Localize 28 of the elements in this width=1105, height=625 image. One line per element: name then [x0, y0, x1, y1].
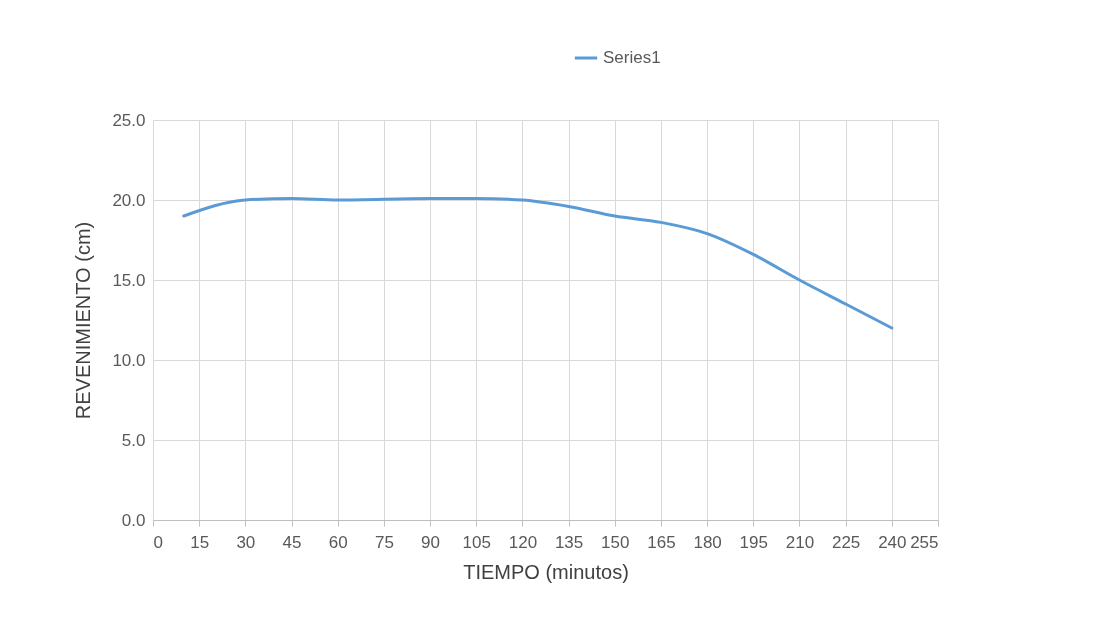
x-tick-label: 0 [153, 532, 163, 552]
x-tick-label: 240 [878, 532, 907, 552]
x-tick-label: 120 [508, 532, 538, 552]
y-tick-label: 10.0 [112, 350, 146, 370]
y-tick-label: 15.0 [112, 270, 146, 290]
x-tick-label: 150 [601, 532, 630, 552]
legend-label: Series1 [603, 48, 661, 67]
y-tick-label: 0.0 [121, 510, 146, 530]
x-tick-label: 75 [374, 532, 394, 552]
y-tick-label: 5.0 [121, 430, 146, 450]
x-tick-label: 255 [910, 532, 939, 552]
x-tick-label: 180 [693, 532, 722, 552]
x-tick-label: 105 [462, 532, 491, 552]
x-tick-label: 225 [831, 532, 861, 552]
x-tick-label: 60 [328, 532, 348, 552]
x-tick-label: 45 [282, 532, 302, 552]
x-tick-label: 195 [739, 532, 768, 552]
x-tick-label: 135 [554, 532, 584, 552]
x-tick-label: 30 [236, 532, 256, 552]
x-tick-label: 15 [190, 532, 210, 552]
x-tick-label: 165 [647, 532, 676, 552]
x-tick-label: 210 [785, 532, 815, 552]
x-tick-label: 90 [421, 532, 441, 552]
y-axis-title: REVENIMIENTO (cm) [72, 221, 95, 420]
y-tick-label: 20.0 [112, 190, 146, 210]
x-axis-title: TIEMPO (minutos) [463, 560, 629, 583]
y-tick-label: 25.0 [112, 110, 146, 130]
line-series [182, 196, 894, 330]
